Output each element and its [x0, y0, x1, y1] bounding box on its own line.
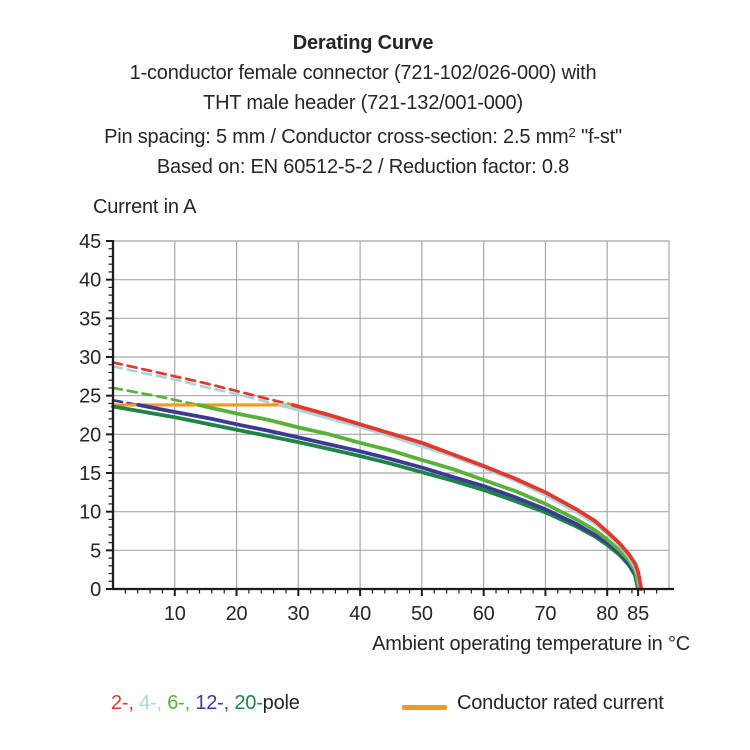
y-tick-label: 0	[90, 579, 101, 601]
x-tick-label: 85	[627, 603, 649, 625]
chart-ticks	[106, 240, 658, 596]
pole-legend-token: 12-,	[195, 692, 235, 714]
pole-legend-tokens: 2-, 4-, 6-, 12-, 20-	[111, 692, 263, 714]
subtitle-connector: 1-conductor female connector (721-102/02…	[129, 62, 597, 84]
pole-legend-token: 20-	[234, 692, 263, 714]
x-tick-label: 80	[596, 603, 618, 625]
curve-solid-2-pole	[290, 403, 644, 591]
curve-solid-6-pole	[196, 403, 642, 591]
x-axis-title: Ambient operating temperature in °C	[372, 633, 690, 655]
legend-row: 2-, 4-, 6-, 12-, 20-pole Conductor rated…	[0, 692, 750, 732]
derating-chart: 10 20 30 40 50 60 70 80 85 0 5 10 15 20 25 30 35 40 45	[79, 231, 674, 625]
pole-legend-token: 6-,	[167, 692, 196, 714]
curve-dashed-2-pole	[111, 361, 295, 407]
x-tick-label: 10	[164, 603, 186, 625]
x-tick-label: 70	[535, 603, 557, 625]
pole-legend-suffix: pole	[262, 692, 300, 714]
rated-current-label: Conductor rated current	[457, 692, 664, 714]
subtitle-header: THT male header (721-132/001-000)	[203, 92, 523, 114]
squared-superscript: 2	[568, 125, 576, 140]
x-tick-label: 60	[473, 603, 495, 625]
y-tick-label: 15	[79, 463, 101, 485]
curves-dashed	[111, 361, 295, 407]
y-tick-label: 40	[79, 270, 101, 292]
rated-current-swatch	[402, 705, 447, 710]
subtitle-pin-spacing: Pin spacing: 5 mm / Conductor cross-sect…	[104, 125, 622, 148]
x-tick-label: 40	[349, 603, 371, 625]
tick-labels: 10 20 30 40 50 60 70 80 85 0 5 10 15 20 25 30 35 40 45	[79, 231, 649, 625]
pole-legend: 2-, 4-, 6-, 12-, 20-pole	[111, 692, 300, 715]
y-tick-label: 20	[79, 424, 101, 446]
chart-axes	[111, 240, 674, 591]
pole-legend-token: 2-,	[111, 692, 140, 714]
curve-solid-4-pole	[278, 403, 643, 591]
curves-solid	[111, 403, 644, 591]
y-axis-title: Current in A	[93, 196, 197, 218]
subtitle-standard: Based on: EN 60512-5-2 / Reduction facto…	[156, 156, 570, 178]
pole-legend-token: 4-,	[139, 692, 168, 714]
curve-dashed-4-pole	[111, 364, 282, 407]
y-tick-label: 10	[79, 502, 101, 524]
x-tick-label: 20	[226, 603, 248, 625]
title-block: Derating Curve 1-conductor female connec…	[0, 28, 726, 182]
curve-dashed-6-pole	[111, 386, 200, 407]
y-tick-label: 35	[79, 308, 101, 330]
y-tick-label: 30	[79, 347, 101, 369]
y-tick-label: 45	[79, 231, 101, 253]
x-tick-label: 30	[287, 603, 309, 625]
x-tick-label: 50	[411, 603, 433, 625]
y-tick-label: 25	[79, 386, 101, 408]
curve-solid-12-pole	[136, 403, 641, 591]
chart-title: Derating Curve	[292, 32, 434, 54]
y-tick-label: 5	[90, 540, 101, 562]
